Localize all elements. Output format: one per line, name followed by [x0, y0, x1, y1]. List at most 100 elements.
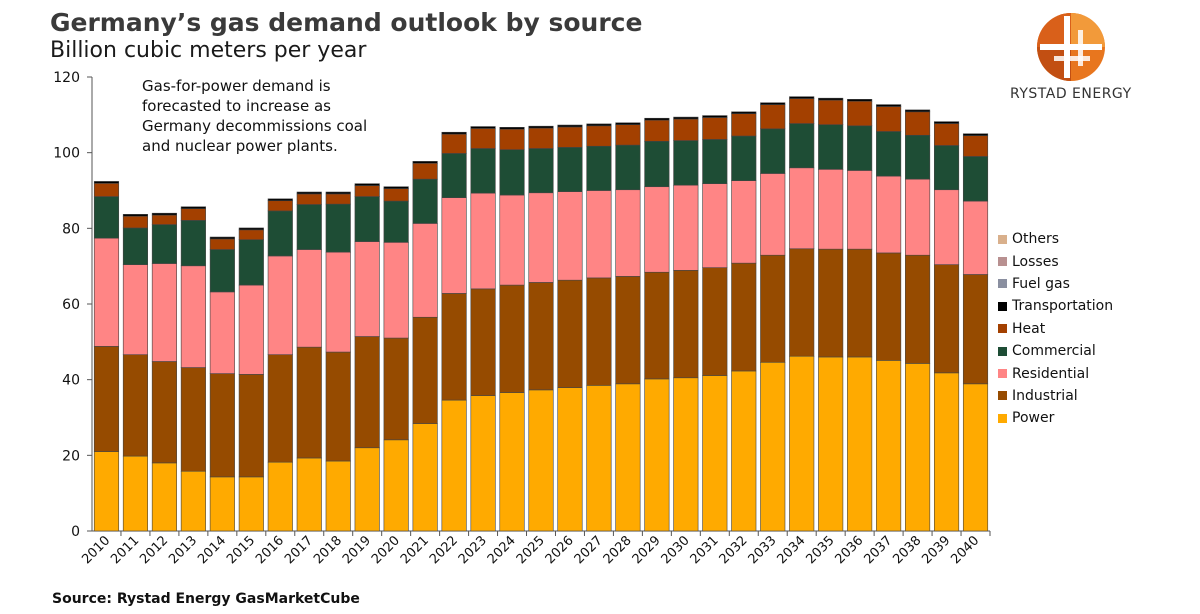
bar-segment-residential-2036: [847, 170, 873, 250]
bar-segment-heat-2014: [209, 238, 235, 250]
legend-label: Residential: [1012, 365, 1090, 382]
legend-swatch: [998, 257, 1007, 267]
bar-segment-commercial-2013: [180, 220, 206, 267]
bar-segment-residential-2034: [789, 167, 815, 250]
bar-segment-transportation-2025: [528, 125, 554, 129]
bar-segment-residential-2040: [962, 200, 989, 275]
bar-segment-heat-2038: [905, 111, 931, 136]
bar-segment-transportation-2016: [267, 198, 293, 202]
bar-segment-commercial-2035: [818, 124, 844, 170]
bar-segment-industrial-2019: [354, 336, 380, 449]
legend-label: Fuel gas: [1012, 275, 1070, 292]
bar-segment-transportation-2028: [615, 122, 641, 125]
bar-segment-heat-2021: [412, 162, 438, 180]
bar-segment-transportation-2021: [412, 161, 438, 164]
bar-segment-power-2033: [760, 361, 786, 532]
legend-swatch: [998, 324, 1007, 334]
x-tick-label: 2015: [224, 533, 258, 567]
bar-segment-transportation-2024: [499, 127, 525, 130]
bar-segment-industrial-2028: [615, 276, 641, 385]
bar-segment-transportation-2011: [122, 214, 149, 217]
legend-item-heat: Heat: [998, 318, 1113, 340]
bar-segment-commercial-2027: [586, 145, 612, 191]
legend-item-industrial: Industrial: [998, 385, 1113, 407]
bar-segment-heat-2022: [441, 133, 467, 154]
y-tick-label: 60: [62, 297, 80, 313]
bar-segment-industrial-2036: [847, 248, 873, 358]
bar-segment-power-2024: [499, 392, 525, 532]
bar-segment-heat-2027: [586, 125, 612, 147]
legend-label: Commercial: [1012, 343, 1096, 360]
bar-segment-industrial-2039: [933, 264, 960, 374]
bar-segment-transportation-2013: [180, 206, 206, 209]
bar-segment-power-2014: [209, 476, 235, 532]
chart-subtitle: Billion cubic meters per year: [50, 38, 367, 63]
bar-segment-commercial-2017: [296, 204, 322, 250]
legend-item-commercial: Commercial: [998, 340, 1113, 362]
bar-segment-residential-2025: [528, 192, 554, 283]
bar-segment-heat-2016: [267, 200, 293, 212]
legend-label: Industrial: [1012, 387, 1078, 404]
x-tick-label: 2010: [79, 533, 113, 567]
bar-segment-commercial-2038: [905, 134, 931, 180]
x-tick-label: 2026: [543, 533, 577, 567]
x-tick-label: 2027: [572, 533, 606, 567]
bar-segment-power-2032: [731, 370, 757, 532]
bar-segment-residential-2017: [296, 249, 322, 348]
bar-segment-heat-2017: [296, 193, 322, 205]
bar-segment-heat-2012: [151, 214, 177, 225]
bar-segment-power-2037: [876, 360, 902, 532]
bar-segment-industrial-2027: [586, 277, 612, 386]
bar-segment-transportation-2017: [296, 191, 322, 195]
legend-label: Transportation: [1012, 298, 1114, 315]
bar-segment-industrial-2025: [528, 282, 554, 391]
bar-segment-commercial-2015: [238, 239, 264, 286]
bar-segment-transportation-2035: [818, 97, 844, 101]
bar-segment-industrial-2018: [325, 351, 351, 462]
bar-segment-heat-2018: [325, 193, 351, 205]
bar-segment-residential-2011: [122, 264, 149, 355]
bar-segment-residential-2038: [905, 178, 931, 256]
legend-label: Heat: [1012, 320, 1046, 337]
bar-segment-power-2018: [325, 460, 351, 532]
legend-item-residential: Residential: [998, 362, 1113, 384]
bar-segment-heat-2036: [847, 100, 873, 127]
bar-segment-power-2031: [702, 375, 728, 532]
bar-segment-commercial-2030: [673, 140, 699, 186]
bar-segment-transportation-2037: [876, 104, 902, 107]
bar-segment-power-2021: [412, 423, 438, 532]
bar-segment-commercial-2034: [789, 123, 815, 169]
bar-segment-commercial-2032: [731, 135, 757, 181]
bar-segment-transportation-2039: [933, 121, 960, 124]
x-tick-label: 2030: [659, 533, 693, 567]
legend-swatch: [998, 234, 1007, 244]
bar-segment-heat-2019: [354, 185, 380, 197]
bar-segment-residential-2035: [818, 169, 844, 250]
x-tick-label: 2021: [398, 533, 432, 567]
bar-segment-heat-2011: [122, 215, 149, 229]
bar-segment-commercial-2021: [412, 178, 438, 224]
bar-segment-power-2012: [151, 462, 177, 532]
bar-segment-residential-2016: [267, 255, 293, 355]
bar-segment-industrial-2023: [470, 288, 496, 396]
chart-annotation: Gas-for-power demand is forecasted to in…: [142, 77, 368, 155]
legend-item-transportation: Transportation: [998, 295, 1113, 317]
x-tick-label: 2035: [803, 533, 837, 567]
bar-segment-residential-2015: [238, 284, 264, 375]
bar-segment-heat-2013: [180, 208, 206, 221]
bar-segment-power-2027: [586, 385, 612, 532]
bar-segment-transportation-2012: [151, 212, 177, 216]
x-tick-label: 2040: [948, 533, 982, 567]
bar-segment-residential-2030: [673, 184, 699, 271]
bar-segment-heat-2035: [818, 99, 844, 125]
bar-segment-power-2029: [644, 378, 670, 532]
bar-segment-industrial-2024: [499, 284, 525, 393]
x-tick-label: 2031: [688, 533, 722, 567]
bar-segment-commercial-2011: [122, 227, 149, 265]
bar-segment-power-2019: [354, 447, 380, 532]
bar-segment-commercial-2033: [760, 128, 786, 174]
bar-segment-residential-2010: [93, 237, 120, 347]
bar-segment-transportation-2010: [93, 181, 120, 184]
bar-segment-power-2030: [673, 377, 699, 532]
x-tick-label: 2012: [137, 533, 171, 567]
